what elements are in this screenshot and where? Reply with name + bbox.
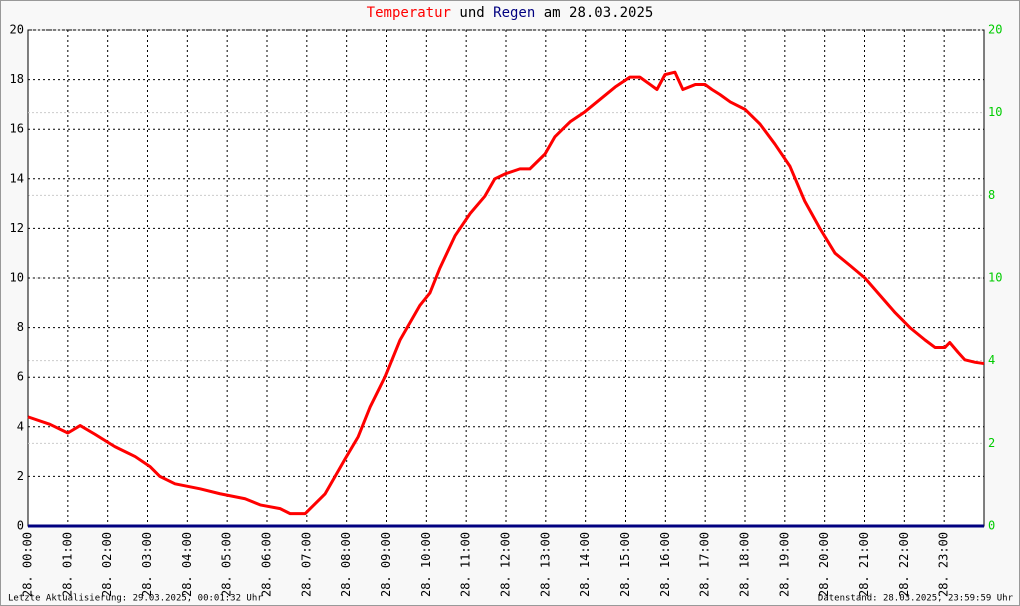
y2-tick-label: 10 — [988, 271, 1002, 285]
x-tick-label: 28. 18:00 — [738, 532, 752, 597]
chart-title: Temperatur und Regen am 28.03.2025 — [367, 5, 654, 21]
y2-tick-label: 20 — [988, 23, 1002, 37]
x-tick-label: 28. 16:00 — [658, 532, 672, 597]
x-tick-label: 28. 14:00 — [578, 532, 592, 597]
y-tick-label: 16 — [10, 122, 24, 136]
y-tick-label: 8 — [17, 320, 24, 334]
x-tick-label: 28. 13:00 — [538, 532, 552, 597]
x-tick-label: 28. 19:00 — [777, 532, 791, 597]
x-tick-label: 28. 20:00 — [817, 532, 831, 597]
x-tick-label: 28. 15:00 — [618, 532, 632, 597]
y-tick-label: 12 — [10, 221, 24, 235]
x-tick-label: 28. 02:00 — [100, 532, 114, 597]
y-tick-label: 10 — [10, 271, 24, 285]
y-tick-label: 4 — [17, 419, 24, 433]
y-tick-label: 18 — [10, 72, 24, 86]
x-tick-label: 28. 08:00 — [339, 532, 353, 597]
x-tick-label: 28. 01:00 — [60, 532, 74, 597]
x-tick-label: 28. 12:00 — [499, 532, 513, 597]
footer-right: Datenstand: 28.03.2025, 23:59:59 Uhr — [818, 594, 1014, 604]
x-tick-label: 28. 11:00 — [459, 532, 473, 597]
x-tick-label: 28. 10:00 — [419, 532, 433, 597]
y2-tick-label: 2 — [988, 436, 995, 450]
title-series: Regen — [493, 5, 535, 21]
x-tick-label: 28. 03:00 — [140, 532, 154, 597]
y2-tick-label: 10 — [988, 105, 1002, 119]
title-series: Temperatur — [367, 5, 451, 21]
y2-tick-label: 4 — [988, 353, 995, 367]
y2-tick-label: 0 — [988, 519, 995, 533]
title-text: und — [459, 5, 484, 21]
y-tick-label: 14 — [10, 171, 24, 185]
x-tick-label: 28. 09:00 — [379, 532, 393, 597]
y-tick-label: 2 — [17, 469, 24, 483]
x-tick-label: 28. 07:00 — [299, 532, 313, 597]
x-tick-label: 28. 17:00 — [698, 532, 712, 597]
x-tick-label: 28. 00:00 — [21, 532, 35, 597]
series-line — [27, 70, 985, 516]
y-tick-label: 0 — [17, 519, 24, 533]
x-tick-label: 28. 23:00 — [937, 532, 951, 597]
y-tick-label: 6 — [17, 370, 24, 384]
x-tick-label: 28. 04:00 — [180, 532, 194, 597]
x-tick-label: 28. 06:00 — [260, 532, 274, 597]
x-tick-label: 28. 22:00 — [897, 532, 911, 597]
x-tick-label: 28. 05:00 — [220, 532, 234, 597]
footer-left: Letzte Aktualisierung: 29.03.2025, 00:01… — [8, 594, 263, 604]
y2-tick-label: 8 — [988, 188, 995, 202]
title-text: am 28.03.2025 — [544, 5, 654, 21]
x-tick-label: 28. 21:00 — [857, 532, 871, 597]
y-tick-label: 20 — [10, 23, 24, 37]
